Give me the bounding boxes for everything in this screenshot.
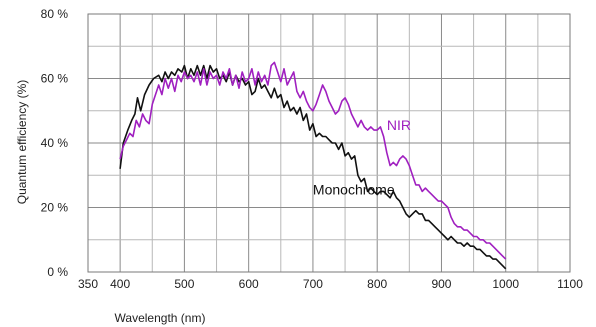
x-tick-label: 700 [303,277,323,291]
series-label-nir: NIR [387,117,411,133]
series-line-monochrome [119,64,507,270]
x-axis-ticks: 350 400 500 600 700 800 900 1000 1100 [78,277,583,291]
x-tick-label: 400 [110,277,130,291]
x-axis-label: Wavelength (nm) [115,311,206,325]
x-tick-label: 500 [174,277,194,291]
x-tick-label: 350 [78,277,98,291]
x-tick-label: 600 [239,277,259,291]
annotations: NIR Monochrome [313,117,411,198]
y-tick-label: 20 % [41,201,69,215]
series-label-monochrome: Monochrome [313,182,395,198]
y-tick-label: 40 % [41,136,69,150]
y-tick-label: 60 % [41,72,69,86]
x-tick-label: 1000 [492,277,519,291]
series-layer [119,61,507,270]
y-axis-ticks: 0 % 20 % 40 % 60 % 80 % [41,7,69,279]
y-tick-label: 0 % [47,265,68,279]
y-axis-label: Quantum efficiency (%) [15,80,29,205]
plot-border [87,13,571,273]
y-tick-label: 80 % [41,7,69,21]
series-line-nir [119,61,507,260]
x-tick-label: 900 [431,277,451,291]
plot-frame [87,13,571,273]
grid-lines [87,13,571,273]
x-tick-label: 800 [367,277,387,291]
x-tick-label: 1100 [557,277,583,291]
